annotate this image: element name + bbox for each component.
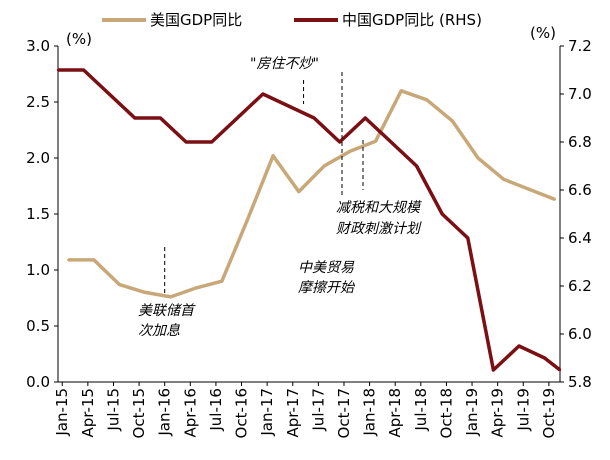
china-gdp-point bbox=[339, 141, 341, 143]
left-tick-label: 1.5 bbox=[26, 205, 50, 223]
china-gdp-point bbox=[492, 369, 494, 371]
us-gdp-point bbox=[144, 291, 146, 293]
x-tick-label: Jul-18 bbox=[412, 388, 430, 432]
china-gdp-point bbox=[441, 213, 443, 215]
x-tick-label: Oct-18 bbox=[437, 388, 455, 438]
us-gdp-point bbox=[400, 90, 402, 92]
us-gdp-point bbox=[477, 157, 479, 159]
fed-hike-annotation: 次加息 bbox=[138, 323, 180, 339]
china-gdp-point bbox=[415, 165, 417, 167]
housing-policy-annotation: "房住不炒" bbox=[250, 56, 319, 72]
us-gdp-point bbox=[118, 283, 120, 285]
us-gdp-point bbox=[221, 280, 223, 282]
x-tick-label: Jul-19 bbox=[514, 388, 532, 432]
left-tick-label: 2.5 bbox=[26, 93, 50, 111]
right-tick-label: 6.8 bbox=[568, 133, 592, 151]
left-tick-label: 3.0 bbox=[26, 37, 50, 55]
x-tick-label: Apr-18 bbox=[386, 388, 404, 438]
us-gdp-point bbox=[502, 178, 504, 180]
us-gdp-point bbox=[451, 120, 453, 122]
tax-stimulus-annotation: 减税和大规模 bbox=[336, 200, 422, 216]
chart-canvas: 美国GDP同比 中国GDP同比 (RHS) (%) (%) 0.0 0.5 1.0 1… bbox=[0, 0, 610, 460]
china-gdp-point bbox=[57, 69, 59, 71]
right-tick-label: 6.0 bbox=[568, 325, 592, 343]
china-gdp-line bbox=[58, 70, 560, 370]
legend-label-us: 美国GDP同比 bbox=[150, 11, 242, 29]
trade-friction-annotation: 摩擦开始 bbox=[298, 280, 356, 296]
china-gdp-point bbox=[134, 117, 136, 119]
us-gdp-point bbox=[298, 190, 300, 192]
right-tick-label: 6.4 bbox=[568, 229, 592, 247]
china-gdp-point bbox=[210, 141, 212, 143]
x-tick-label: Jan-15 bbox=[53, 388, 71, 437]
us-gdp-point bbox=[323, 165, 325, 167]
left-tick-label: 1.0 bbox=[26, 261, 50, 279]
us-gdp-point bbox=[426, 99, 428, 101]
china-gdp-point bbox=[108, 93, 110, 95]
legend-label-china: 中国GDP同比 (RHS) bbox=[342, 11, 482, 29]
us-gdp-point bbox=[93, 259, 95, 261]
china-gdp-point bbox=[364, 117, 366, 119]
us-gdp-point bbox=[67, 259, 69, 261]
x-tick-label: Jan-17 bbox=[258, 388, 276, 437]
right-tick-label: 6.2 bbox=[568, 277, 592, 295]
us-gdp-point bbox=[169, 296, 171, 298]
left-tick-label: 0.0 bbox=[26, 373, 50, 391]
x-tick-label: Jan-19 bbox=[463, 388, 481, 437]
x-tick-label: Jan-16 bbox=[156, 388, 174, 437]
x-tick-label: Oct-17 bbox=[335, 388, 353, 438]
fed-hike-annotation: 美联储首 bbox=[138, 303, 196, 319]
us-gdp-point bbox=[272, 155, 274, 157]
china-gdp-point bbox=[185, 141, 187, 143]
right-tick-label: 5.8 bbox=[568, 373, 592, 391]
china-gdp-point bbox=[236, 117, 238, 119]
us-gdp-point bbox=[246, 218, 248, 220]
right-tick-label: 7.2 bbox=[568, 37, 592, 55]
china-gdp-point bbox=[467, 237, 469, 239]
x-tick-label: Oct-15 bbox=[130, 388, 148, 438]
china-gdp-point bbox=[262, 93, 264, 95]
tax-stimulus-annotation: 财政刺激计划 bbox=[336, 221, 422, 237]
china-gdp-point bbox=[287, 105, 289, 107]
us-gdp-point bbox=[195, 287, 197, 289]
china-gdp-point bbox=[518, 345, 520, 347]
us-gdp-point bbox=[554, 198, 556, 200]
left-tick-label: 0.5 bbox=[26, 317, 50, 335]
china-gdp-point bbox=[313, 117, 315, 119]
right-tick-label: 7.0 bbox=[568, 85, 592, 103]
x-tick-label: Jul-17 bbox=[309, 388, 327, 432]
x-tick-label: Apr-17 bbox=[284, 388, 302, 438]
x-tick-label: Jul-16 bbox=[207, 388, 225, 432]
right-axis-unit: (%) bbox=[530, 24, 556, 42]
x-tick-label: Apr-15 bbox=[79, 388, 97, 438]
left-axis-unit: (%) bbox=[66, 30, 92, 48]
left-tick-label: 2.0 bbox=[26, 149, 50, 167]
x-tick-label: Jan-18 bbox=[361, 388, 379, 437]
china-gdp-point bbox=[543, 357, 545, 359]
right-tick-label: 6.6 bbox=[568, 181, 592, 199]
china-gdp-point bbox=[559, 369, 561, 371]
china-gdp-point bbox=[159, 117, 161, 119]
trade-friction-annotation: 中美贸易 bbox=[298, 260, 355, 276]
x-tick-label: Apr-19 bbox=[489, 388, 507, 438]
us-gdp-point bbox=[528, 188, 530, 190]
x-tick-label: Oct-16 bbox=[233, 388, 251, 438]
china-gdp-point bbox=[390, 141, 392, 143]
x-tick-label: Apr-16 bbox=[181, 388, 199, 438]
x-tick-label: Jul-15 bbox=[104, 388, 122, 432]
series-lines bbox=[57, 69, 561, 371]
us-gdp-point bbox=[349, 150, 351, 152]
x-tick-label: Oct-19 bbox=[540, 388, 558, 438]
chart-legend: 美国GDP同比 中国GDP同比 (RHS) bbox=[102, 11, 482, 29]
china-gdp-point bbox=[82, 69, 84, 71]
us-gdp-point bbox=[374, 140, 376, 142]
